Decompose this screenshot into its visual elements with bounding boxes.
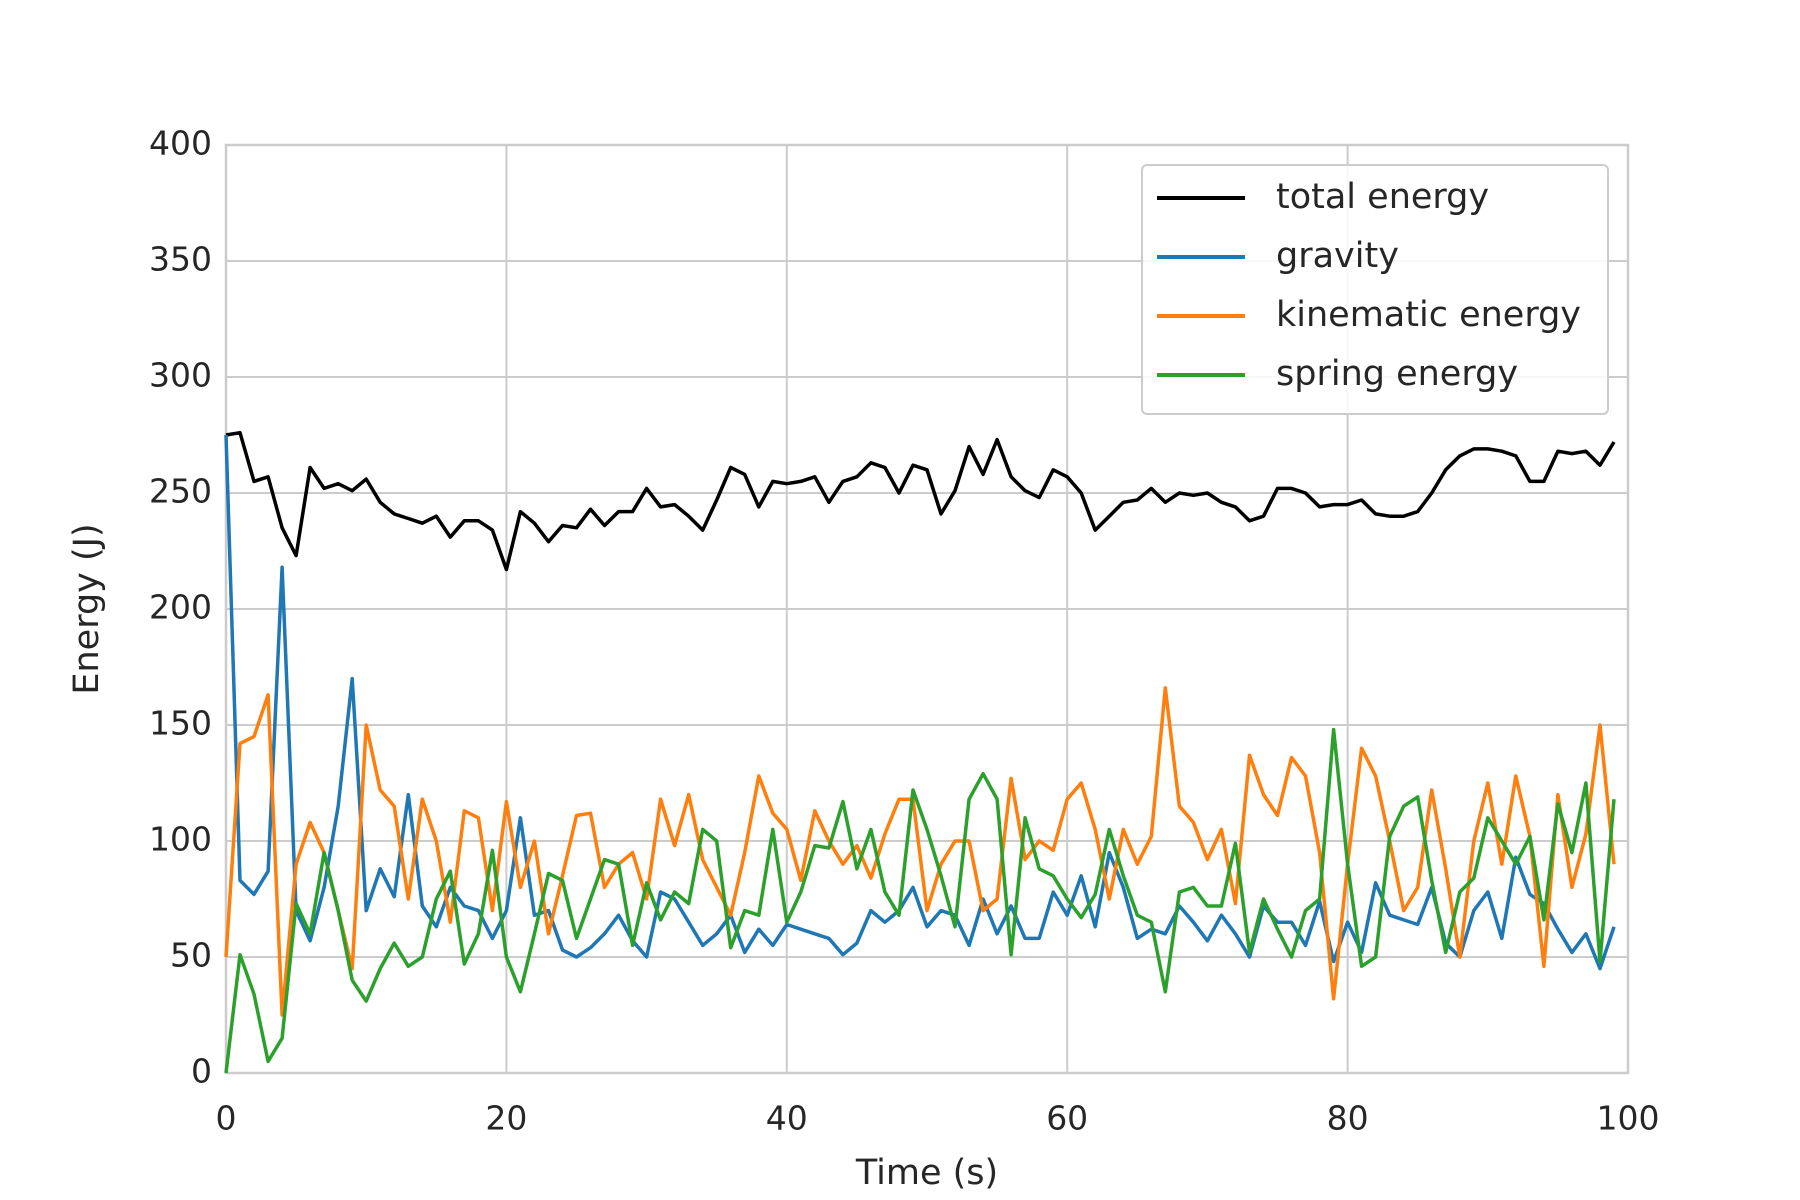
- legend-label: total energy: [1276, 177, 1489, 217]
- y-axis-label: Energy (J): [67, 523, 107, 694]
- x-tick-label: 80: [1327, 1099, 1369, 1138]
- y-tick-label: 350: [149, 240, 212, 279]
- x-tick-label: 20: [485, 1099, 527, 1138]
- y-tick-label: 400: [149, 124, 212, 163]
- y-tick-label: 50: [170, 936, 212, 975]
- x-tick-label: 60: [1046, 1099, 1088, 1138]
- legend: total energy gravity kinematic energy sprin…: [1141, 164, 1609, 415]
- legend-label: gravity: [1276, 236, 1399, 276]
- legend-label: kinematic energy: [1276, 295, 1581, 335]
- y-tick-label: 100: [149, 820, 212, 859]
- series-line: [224, 686, 1616, 1017]
- x-tick-label: 0: [216, 1099, 237, 1138]
- x-tick-label: 100: [1597, 1099, 1660, 1138]
- x-tick-label: 40: [766, 1099, 808, 1138]
- series-line: [225, 430, 1616, 572]
- y-tick-label: 300: [149, 356, 212, 395]
- plot-frame: [224, 143, 1630, 1075]
- series-line: [224, 727, 1616, 1074]
- legend-frame: [1141, 164, 1609, 415]
- y-tick-label: 0: [191, 1052, 212, 1091]
- y-tick-label: 200: [149, 588, 212, 627]
- y-tick-label: 150: [149, 704, 212, 743]
- legend-label: spring energy: [1276, 354, 1518, 394]
- x-axis-label: Time (s): [855, 1153, 998, 1193]
- y-tick-label: 250: [149, 472, 212, 511]
